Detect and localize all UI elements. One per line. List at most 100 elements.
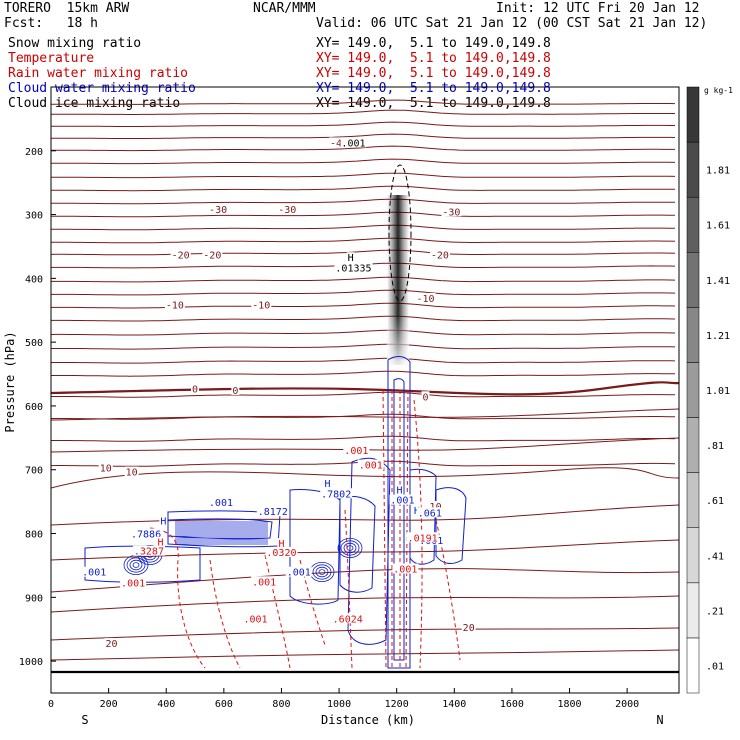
cloud-water-label: H bbox=[397, 485, 403, 496]
cloud-water-contour bbox=[347, 457, 391, 645]
temperature-label-bg bbox=[441, 206, 462, 217]
isotherm-line bbox=[51, 121, 675, 127]
cloud-water-contour bbox=[126, 557, 146, 573]
cloud-water-contour bbox=[387, 356, 411, 669]
cloud-water-contour bbox=[129, 559, 143, 571]
temperature-label: -10 bbox=[166, 300, 184, 311]
forecast-hour: Fcst: 18 h bbox=[4, 16, 98, 31]
x-axis-label: Distance (km) bbox=[321, 713, 415, 727]
temperature-label-bg bbox=[329, 137, 350, 148]
cloud-water-label: .8172 bbox=[258, 507, 288, 518]
colorbar-label: 1.61 bbox=[706, 221, 730, 232]
cloud-water-contour bbox=[123, 555, 149, 576]
cloud-water-label-bg bbox=[416, 507, 443, 518]
colorbar-segment bbox=[686, 196, 700, 253]
field-cloud-water-name: Cloud water mixing ratio bbox=[8, 81, 196, 96]
field-rain-name: Rain water mixing ratio bbox=[8, 66, 189, 81]
field-cloud-water-xy: XY= 149.0, 5.1 to 149.0,149.8 bbox=[316, 81, 551, 96]
y-tick-label: 900 bbox=[25, 593, 43, 604]
rain-label: .001 bbox=[121, 579, 145, 590]
field-cloud-ice-name: Cloud ice mixing ratio bbox=[8, 96, 181, 111]
isotherm-line bbox=[51, 504, 679, 526]
cloud-water-contour bbox=[337, 538, 363, 559]
colorbar-label: .81 bbox=[706, 441, 724, 452]
rain-contour bbox=[264, 554, 291, 669]
cloud-water-contour bbox=[343, 542, 357, 554]
cloud-water-label: H bbox=[160, 517, 166, 528]
isotherm-line bbox=[51, 595, 679, 613]
rain-contour bbox=[382, 389, 387, 669]
cloud-water-label-bg bbox=[320, 488, 353, 499]
cloud-water-label-bg bbox=[207, 497, 234, 508]
temperature-label: -40 bbox=[330, 138, 348, 149]
snow-label-bg bbox=[346, 252, 355, 263]
isotherm-line bbox=[51, 343, 676, 350]
cloud-water-contour bbox=[393, 378, 405, 661]
field-temperature-xy: XY= 149.0, 5.1 to 149.0,149.8 bbox=[316, 51, 551, 66]
temperature-label: 10 bbox=[126, 468, 138, 479]
cloud-water-label-bg bbox=[159, 515, 168, 526]
rain-label-bg bbox=[120, 577, 147, 588]
colorbar-segment bbox=[686, 86, 700, 143]
rain-label-bg bbox=[357, 459, 384, 470]
temperature-label: -30 bbox=[209, 205, 227, 216]
y-tick-label: 200 bbox=[25, 147, 43, 158]
colorbar-label: .61 bbox=[706, 496, 724, 507]
isotherm-line bbox=[51, 467, 679, 489]
rain-label-bg bbox=[343, 444, 370, 455]
rain-label: .6024 bbox=[333, 614, 363, 625]
isotherm-line bbox=[51, 391, 676, 398]
rain-label: .0191 bbox=[408, 533, 438, 544]
temperature-label: 20 bbox=[463, 623, 475, 634]
field-snow-xy: XY= 149.0, 5.1 to 149.0,149.8 bbox=[316, 36, 551, 51]
cloud-water-contour bbox=[132, 562, 140, 568]
plot-frame bbox=[50, 86, 680, 694]
isotherm-line bbox=[51, 370, 676, 377]
init-time: Init: 12 UTC Fri 20 Jan 12 bbox=[496, 1, 700, 16]
colorbar-segment bbox=[686, 417, 700, 473]
temperature-label: 0 bbox=[422, 392, 428, 403]
cloud-water-contour bbox=[289, 489, 341, 605]
cloud-water-label-bg bbox=[389, 494, 416, 505]
isotherm-line bbox=[51, 435, 676, 442]
y-tick-label: 800 bbox=[25, 530, 43, 541]
y-tick-label: 300 bbox=[25, 211, 43, 222]
rain-label-bg bbox=[406, 532, 439, 543]
temperature-label-bg bbox=[170, 249, 191, 260]
x-end-label-south: S bbox=[81, 713, 88, 727]
x-tick-label: 600 bbox=[215, 699, 233, 710]
y-axis-label: Pressure (hPa) bbox=[3, 331, 17, 432]
temperature-label-bg bbox=[428, 501, 443, 512]
isotherm-line bbox=[51, 145, 675, 152]
colorbar-label: .01 bbox=[706, 661, 724, 672]
y-tick-label: 600 bbox=[25, 402, 43, 413]
temperature-label: 10 bbox=[100, 464, 112, 475]
isotherm-line bbox=[51, 289, 676, 296]
model-title: TORERO 15km ARW bbox=[4, 1, 130, 16]
cloud-water-label: .001 bbox=[82, 568, 106, 579]
snow-contour bbox=[388, 164, 412, 302]
x-tick-label: 800 bbox=[272, 699, 290, 710]
cloud-water-label: .7802 bbox=[321, 489, 351, 500]
cloud-water-label-bg bbox=[256, 506, 289, 517]
rain-label: .001 bbox=[252, 577, 276, 588]
cloud-water-label: .001 bbox=[287, 568, 311, 579]
cloud-water-label-bg bbox=[130, 528, 163, 539]
x-tick-label: 1400 bbox=[442, 699, 466, 710]
temperature-label-bg bbox=[461, 622, 476, 633]
isotherm-line bbox=[51, 437, 679, 453]
x-tick-label: 1200 bbox=[385, 699, 409, 710]
rain-contour bbox=[344, 509, 353, 669]
isotherm-line bbox=[51, 413, 676, 420]
rain-label-bg bbox=[251, 576, 278, 587]
rain-label: .0320 bbox=[266, 548, 296, 559]
isotherm-line bbox=[51, 211, 676, 218]
isotherm-line bbox=[51, 649, 679, 661]
field-rain-xy: XY= 149.0, 5.1 to 149.0,149.8 bbox=[316, 66, 551, 81]
cloud-water-contour bbox=[318, 569, 326, 575]
isotherm-line bbox=[51, 109, 675, 115]
colorbar-segment bbox=[686, 527, 700, 584]
cloud-water-label-bg bbox=[285, 566, 312, 577]
cloud-water-contour bbox=[84, 545, 201, 583]
